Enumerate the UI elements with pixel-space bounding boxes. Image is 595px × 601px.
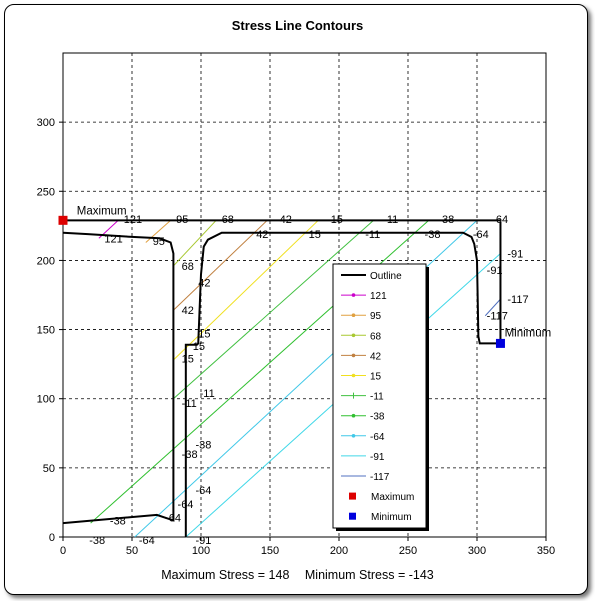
y-tick-label: 300	[37, 117, 55, 129]
legend-marker	[351, 313, 356, 318]
legend-label: -117	[370, 472, 390, 483]
contour-label: -117	[487, 311, 508, 323]
contour-label: 42	[198, 278, 210, 290]
maximum-marker	[58, 215, 68, 225]
legend-marker	[351, 353, 356, 358]
plot-area	[62, 52, 547, 538]
contour-label: 42	[182, 305, 194, 317]
legend-label: -38	[370, 412, 385, 423]
contour-label: -64	[492, 214, 508, 226]
contour-label: -117	[507, 294, 528, 306]
contour-label: -64	[139, 535, 155, 547]
x-tick-label: 150	[261, 545, 279, 557]
contour-label: 95	[153, 236, 165, 248]
contour-label: -11	[200, 388, 215, 400]
legend-symbol	[349, 512, 356, 520]
contour-label: -38	[195, 439, 211, 451]
x-tick-label: 200	[330, 545, 348, 557]
legend-marker	[351, 373, 356, 378]
x-tick-label: 0	[60, 545, 66, 557]
contour-label: -38	[182, 449, 198, 461]
contour-label: -64	[473, 229, 489, 241]
legend-symbol	[349, 492, 356, 500]
contour-label: 95	[176, 214, 188, 226]
contour-label: -38	[438, 214, 454, 226]
series-line--117	[484, 298, 501, 317]
contour-label: 15	[182, 354, 194, 366]
contour-label: -64	[178, 499, 194, 511]
legend-label: Minimum	[371, 512, 412, 523]
x-tick-label: 50	[126, 545, 138, 557]
contour-label: 15	[193, 341, 205, 353]
legend-label: -64	[370, 432, 385, 443]
contour-label: 42	[280, 214, 292, 226]
x-tick-label: 300	[468, 545, 486, 557]
chart-footer: Maximum Stress = 148 Minimum Stress = -1…	[0, 568, 595, 582]
minimum-marker	[495, 338, 505, 348]
contour-label: 15	[331, 214, 343, 226]
y-tick-label: 0	[49, 532, 55, 544]
contour-label: -91	[507, 249, 523, 261]
contour-label: -38	[110, 515, 126, 527]
legend-label: 95	[370, 311, 382, 322]
contour-label: 68	[222, 214, 234, 226]
legend-label: 15	[370, 372, 382, 383]
legend-label: 68	[370, 331, 382, 342]
contour-label: 15	[309, 229, 321, 241]
y-tick-label: 250	[37, 186, 55, 198]
contour-label: 121	[104, 233, 122, 245]
maximum-label: Maximum	[77, 206, 127, 218]
legend-label: -91	[370, 452, 385, 463]
legend-marker	[351, 413, 356, 418]
legend-marker	[351, 434, 356, 438]
contour-label: -38	[425, 229, 441, 241]
contour-label: -38	[89, 535, 105, 547]
y-tick-label: 150	[37, 325, 55, 337]
legend-marker	[351, 333, 356, 338]
contour-label: -64	[165, 513, 181, 525]
contour-label: -11	[383, 214, 398, 226]
legend-label: 121	[370, 291, 387, 302]
chart-title: Stress Line Contours	[231, 18, 364, 33]
x-tick-label: 350	[537, 545, 555, 557]
contour-label: 42	[256, 229, 268, 241]
min-stress-label: Minimum Stress = -143	[304, 568, 434, 582]
contour-label: -64	[195, 485, 211, 497]
contour-label: -91	[487, 265, 503, 277]
y-tick-label: 100	[37, 394, 55, 406]
minimum-label: Minimum	[505, 327, 552, 339]
max-stress-label: Maximum Stress = 148	[161, 568, 290, 582]
legend-label: 42	[370, 351, 382, 362]
outline-line	[62, 221, 502, 537]
series-line--11	[173, 219, 374, 400]
x-tick-label: 100	[192, 545, 210, 557]
contour-label: 68	[182, 261, 194, 273]
series-line-68	[173, 219, 217, 267]
contour-label: -91	[195, 535, 211, 547]
contour-label: -11	[365, 229, 380, 241]
legend-label: Outline	[370, 271, 402, 282]
y-tick-label: 50	[43, 463, 55, 475]
legend-label: Maximum	[371, 492, 414, 503]
contour-label: -11	[182, 398, 197, 410]
contour-label: 15	[198, 329, 210, 341]
legend-marker	[351, 293, 356, 297]
x-tick-label: 250	[399, 545, 417, 557]
legend-label: -11	[370, 392, 384, 403]
contour-label: 121	[124, 214, 142, 226]
y-tick-label: 200	[37, 255, 55, 267]
series-line-42	[173, 219, 268, 311]
